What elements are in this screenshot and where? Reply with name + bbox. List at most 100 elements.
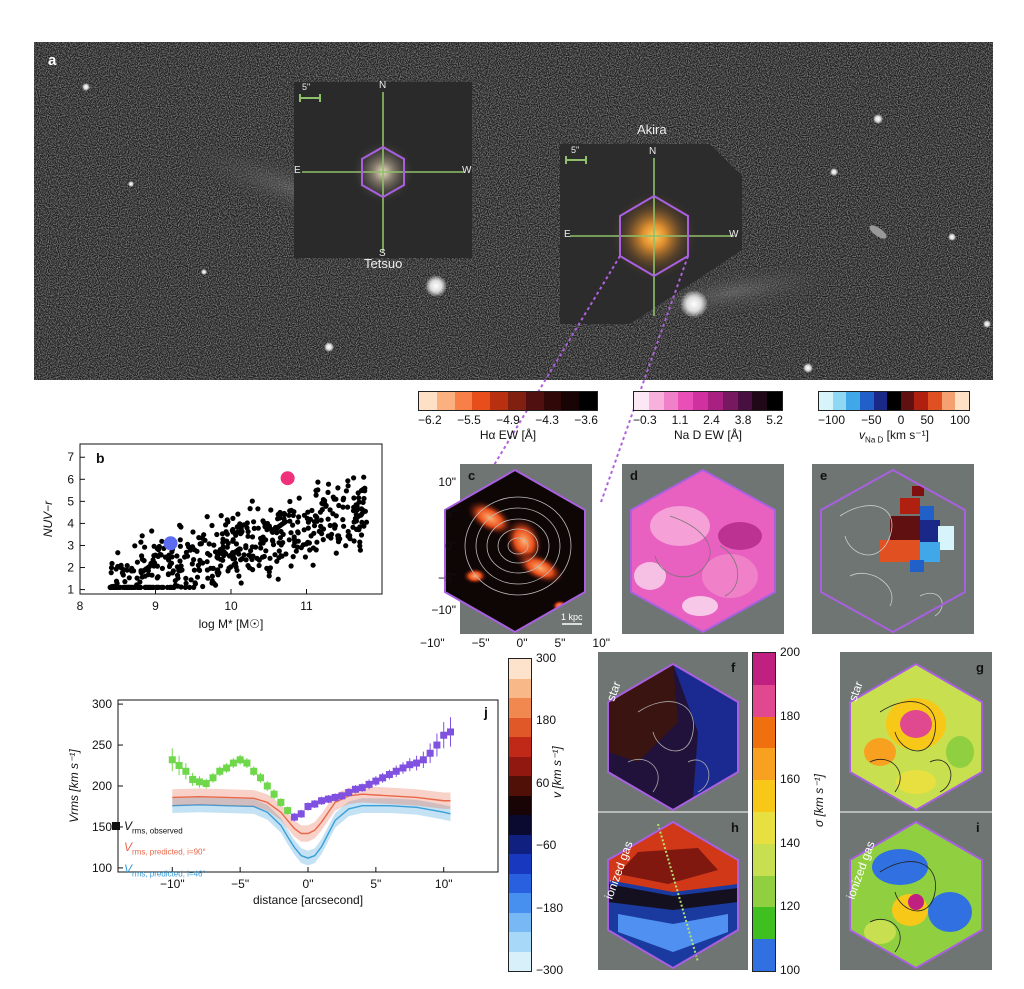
- colorbar-sigma-segment: [753, 716, 775, 749]
- scatter-point: [277, 513, 283, 519]
- scatter-point: [255, 506, 261, 512]
- observed-point: [290, 813, 298, 821]
- x-tick-label: 10: [224, 599, 238, 613]
- colorbar-nad-segment: [648, 392, 664, 410]
- scatter-point: [282, 519, 288, 525]
- tetsuo-s-label: S: [379, 248, 386, 259]
- scatter-point: [170, 568, 176, 574]
- legend-pred90: Vrms, predicted, i=90°: [124, 839, 206, 860]
- scatter-point: [356, 495, 362, 501]
- colorbar-v-segment: [509, 873, 531, 893]
- y-tick-label: 4: [67, 516, 74, 530]
- scatter-point: [174, 553, 180, 559]
- scatter-point: [311, 523, 318, 529]
- scatter-point: [235, 511, 241, 517]
- colorbar-v-segment: [509, 698, 531, 718]
- observed-point: [392, 767, 400, 775]
- scatter-point: [122, 579, 128, 585]
- scatter-point: [267, 555, 273, 561]
- observed-point: [229, 759, 237, 767]
- observed-point: [338, 792, 346, 800]
- scatter-point: [114, 580, 120, 586]
- colorbar-nad-label: Na D EW [Å]: [673, 428, 742, 442]
- panel-a-label: a: [48, 52, 57, 69]
- scatter-point: [236, 546, 243, 552]
- scatter-point: [139, 553, 145, 559]
- scatter-point: [108, 565, 115, 571]
- observed-point: [324, 795, 332, 803]
- scatter-point: [255, 525, 261, 531]
- colorbar-sigma-segment: [753, 684, 775, 717]
- y-tick-label: 5: [67, 494, 74, 508]
- panel-j-vrms-profile: −10" −5" 0" 5" 10" 100 150 200 250 300 distance [a…: [67, 697, 499, 907]
- scatter-point: [148, 560, 154, 567]
- observed-point: [331, 793, 339, 801]
- colorbar-halpha-segment: [436, 392, 455, 410]
- maps-fh: f h star ionized gas: [598, 652, 748, 970]
- scatter-point: [159, 538, 165, 544]
- scatter-point: [314, 518, 320, 524]
- akira-name-label: Akira: [637, 122, 667, 137]
- colorbar-sigma-tick: 200: [780, 645, 801, 659]
- scatter-point: [201, 532, 207, 538]
- scatter-point: [327, 507, 333, 513]
- scatter-point: [287, 518, 293, 524]
- scatter-point: [264, 520, 271, 527]
- scatter-point: [178, 524, 184, 530]
- scatter-point: [137, 584, 143, 590]
- kpc-scale-label: 1 kpc: [561, 612, 583, 622]
- scatter-point: [319, 500, 325, 506]
- scatter-point: [153, 584, 159, 590]
- scatter-point: [218, 513, 224, 519]
- highlight-point: [163, 536, 178, 551]
- colorbar-v-segment: [509, 854, 531, 874]
- legend-pred46-v: V: [124, 861, 133, 876]
- scatter-point: [266, 569, 272, 575]
- scatter-point: [185, 541, 191, 547]
- colorbar-vnad-segment: [941, 392, 956, 410]
- c-xtick-1: −10": [420, 636, 445, 650]
- scatter-point: [333, 550, 339, 556]
- y-axis-label: NUV−r: [41, 500, 55, 537]
- akira-n-label: N: [649, 146, 657, 157]
- scatter-point: [261, 553, 267, 560]
- scatter-point: [254, 555, 260, 561]
- c-xtick-4: 5": [554, 636, 566, 650]
- scatter-point: [157, 551, 163, 557]
- y-tick-label: 1: [67, 583, 74, 597]
- c-ytick-1: 10": [438, 475, 456, 489]
- scatter-point: [301, 527, 307, 533]
- scatter-point: [341, 523, 347, 529]
- colorbar-v-segment: [509, 932, 531, 952]
- tetsuo-name-label: Tetsuo: [364, 256, 403, 271]
- colorbar-sigma-label: σ [km s⁻¹]: [812, 774, 826, 827]
- scatter-point: [174, 572, 181, 578]
- scatter-point: [350, 524, 356, 530]
- legend-observed-v: V: [124, 819, 133, 833]
- observed-point: [189, 775, 197, 783]
- scatter-point: [132, 543, 138, 549]
- scatter-point: [290, 522, 296, 528]
- colorbar-v-segment: [509, 795, 531, 815]
- observed-point: [257, 774, 264, 782]
- panel-h-label: h: [731, 820, 739, 835]
- scatter-point: [353, 502, 359, 508]
- scatter-point: [357, 547, 363, 553]
- scatter-point: [205, 575, 211, 581]
- colorbar-halpha-ticks: −6.2 −5.5 −4.9 −4.3 −3.6: [418, 413, 598, 427]
- scatter-point: [109, 560, 115, 567]
- scatter-point: [347, 533, 353, 539]
- scatter-point: [209, 522, 215, 529]
- panel-i-label: i: [976, 820, 980, 835]
- akira-w-label: W: [729, 229, 739, 240]
- scatter-point: [191, 584, 197, 590]
- panel-g-label: g: [976, 660, 984, 675]
- scatter-point: [317, 509, 323, 515]
- scatter-point: [288, 563, 294, 569]
- scatter-point: [295, 519, 301, 525]
- scatter-point: [124, 567, 130, 573]
- colorbar-v-tick: 300: [536, 651, 557, 665]
- colorbar-halpha-segment: [419, 392, 437, 410]
- y-tick-label: 7: [67, 450, 74, 464]
- colorbar-halpha-segment: [525, 392, 544, 410]
